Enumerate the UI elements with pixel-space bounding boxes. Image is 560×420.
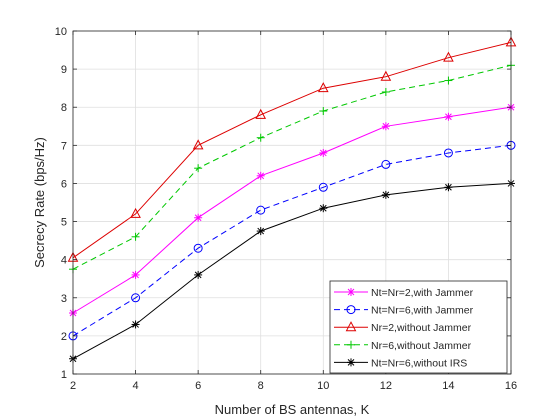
data-point — [444, 183, 453, 192]
legend: Nt=Nr=2,with Jammer Nt=Nr=6,with Jammer Nr… — [329, 280, 508, 374]
data-point — [131, 293, 141, 303]
y-tick-label: 1 — [61, 369, 67, 381]
series-1 — [69, 103, 515, 318]
x-tick-label: 16 — [505, 380, 517, 392]
x-tick-label: 2 — [70, 380, 76, 392]
data-point — [444, 112, 453, 121]
data-point — [444, 76, 453, 85]
data-point — [381, 122, 390, 131]
y-tick-label: 10 — [55, 26, 67, 38]
legend-marker — [346, 305, 356, 315]
series-layer — [67, 36, 517, 363]
y-tick-label: 2 — [61, 331, 67, 343]
data-point — [317, 82, 329, 93]
legend-marker — [345, 321, 357, 332]
data-point — [380, 70, 392, 81]
legend-entry: Nt=Nr=2,with Jammer — [334, 287, 474, 299]
data-point — [192, 139, 204, 150]
data-point — [193, 243, 203, 253]
y-tick-label: 3 — [61, 293, 67, 305]
x-tick-label: 14 — [442, 380, 454, 392]
data-point — [256, 227, 265, 236]
data-point — [256, 133, 265, 142]
legend-entry: Nt=Nr=6,with Jammer — [334, 305, 474, 317]
legend-entry: Nr=6,without Jammer — [334, 340, 472, 352]
y-axis-label: Secrecy Rate (bps/Hz) — [32, 137, 47, 268]
series-line — [72, 41, 512, 259]
legend-marker — [347, 288, 355, 296]
series-2 — [68, 140, 516, 341]
x-tick-label: 12 — [380, 380, 392, 392]
y-tick-label: 6 — [61, 178, 67, 190]
data-point — [255, 108, 267, 119]
x-tick-label: 10 — [317, 380, 329, 392]
data-point — [256, 205, 266, 215]
data-point — [131, 320, 140, 329]
legend-marker — [347, 358, 355, 367]
data-point — [381, 190, 390, 199]
legend-label: Nr=6,without Jammer — [371, 340, 472, 352]
y-tick-label: 8 — [61, 102, 67, 114]
legend-label: Nt=Nr=2,with Jammer — [371, 287, 474, 299]
data-point — [130, 207, 141, 218]
data-point — [381, 159, 391, 169]
data-point — [443, 148, 453, 158]
data-point — [256, 171, 265, 180]
y-tick-label: 4 — [61, 255, 67, 267]
data-point — [381, 87, 390, 96]
data-point — [194, 164, 203, 173]
y-tick-label: 9 — [61, 64, 67, 76]
legend-marker — [347, 340, 355, 349]
legend-entry: Nt=Nr=6,without IRS — [334, 357, 467, 369]
series-line — [72, 182, 512, 360]
series-line — [72, 64, 512, 270]
x-tick-label: 6 — [195, 380, 201, 392]
data-point — [319, 107, 328, 116]
legend-label: Nr=2,without Jammer — [371, 322, 472, 334]
legend-label: Nt=Nr=6,without IRS — [371, 357, 467, 369]
legend-label: Nt=Nr=6,with Jammer — [371, 305, 474, 317]
legend-entry: Nr=2,without Jammer — [334, 321, 472, 334]
data-point — [131, 232, 140, 241]
data-point — [318, 182, 328, 192]
plot-frame — [72, 30, 512, 375]
x-tick-label: 8 — [258, 380, 264, 392]
x-tick-label: 4 — [133, 380, 139, 392]
data-point — [194, 270, 203, 279]
series-3 — [67, 36, 517, 262]
data-point — [131, 270, 140, 279]
series-line — [72, 106, 512, 314]
data-point — [319, 204, 328, 213]
series-line — [72, 144, 512, 337]
x-axis-label: Number of BS antennas, K — [215, 402, 370, 417]
data-point — [194, 213, 203, 222]
y-tick-label: 5 — [61, 217, 67, 229]
data-point — [319, 148, 328, 157]
y-tick-label: 7 — [61, 140, 67, 152]
data-point — [443, 51, 454, 62]
